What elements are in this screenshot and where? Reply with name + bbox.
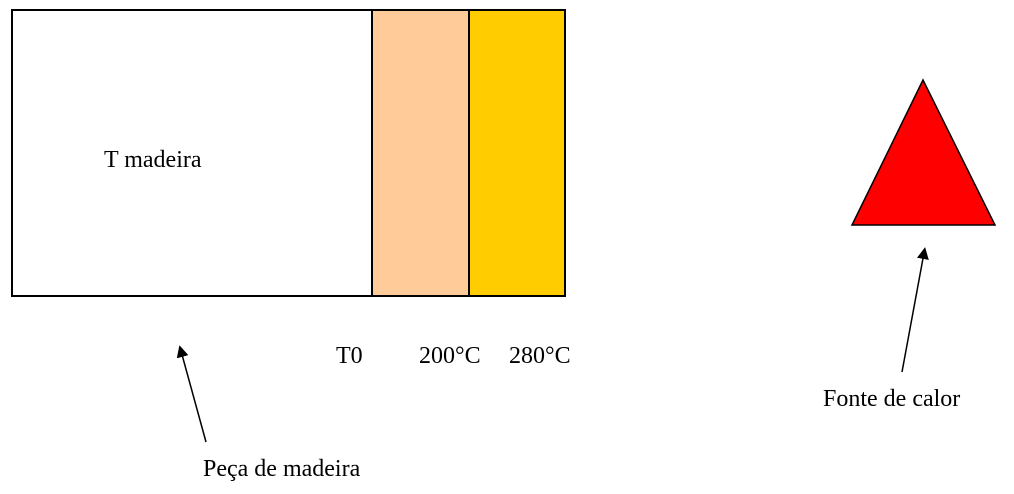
wood-piece-arrow <box>176 345 207 443</box>
t0-label: T0 <box>336 343 363 369</box>
heat-source-arrow <box>901 247 929 373</box>
heat-source-triangle-icon <box>850 78 997 226</box>
wood-block-outline <box>11 9 566 297</box>
zone-280-degrees <box>469 10 565 296</box>
temp-200-label: 200°C <box>419 343 481 369</box>
heat-source-label: Fonte de calor <box>823 386 961 412</box>
wood-temperature-label: T madeira <box>104 147 202 173</box>
zone-200-degrees <box>372 10 469 296</box>
temp-280-label: 280°C <box>509 343 571 369</box>
wood-piece-label: Peça de madeira <box>203 456 361 482</box>
wood-zone <box>12 10 372 296</box>
